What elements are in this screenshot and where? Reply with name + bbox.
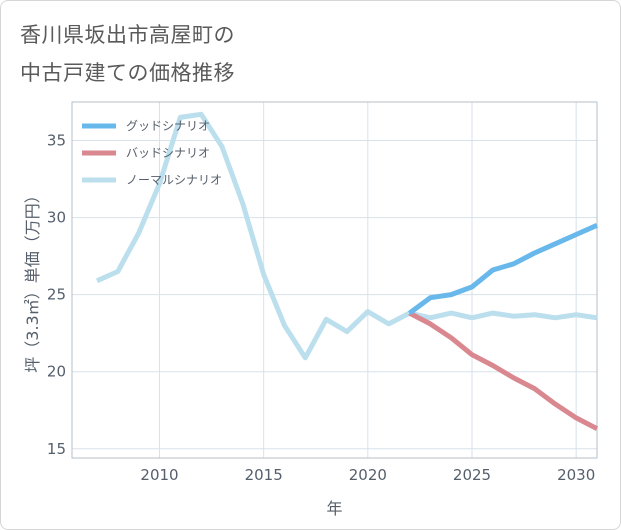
- x-tick-label: 2030: [557, 466, 595, 484]
- series-line-bad: [408, 310, 599, 431]
- x-tick-label: 2020: [349, 466, 387, 484]
- y-axis-label: 坪（3.3㎡）単価（万円）: [23, 187, 42, 372]
- series-layer: [95, 111, 599, 431]
- y-tick-label: 35: [47, 132, 66, 150]
- legend-label-bad: バッドシナリオ: [126, 146, 210, 160]
- y-tick-label: 20: [47, 363, 66, 381]
- chart-title-line-1: 香川県坂出市高屋町の: [20, 23, 235, 47]
- series-line-normal: [95, 111, 598, 361]
- x-tick-label: 2015: [245, 466, 283, 484]
- x-axis-label: 年: [326, 499, 342, 518]
- series-line-good: [408, 223, 599, 316]
- y-tick-label: 30: [47, 209, 66, 227]
- plot-frame: [71, 101, 598, 459]
- legend-label-normal: ノーマルシナリオ: [126, 173, 222, 187]
- y-tick-label: 25: [47, 286, 66, 304]
- y-tick-label: 15: [47, 440, 66, 458]
- x-tick-label: 2010: [140, 466, 178, 484]
- legend-label-good: グッドシナリオ: [126, 119, 210, 133]
- x-tick-label: 2025: [453, 466, 491, 484]
- grid: [72, 102, 597, 458]
- chart-title-line-2: 中古戸建ての価格推移: [20, 61, 235, 85]
